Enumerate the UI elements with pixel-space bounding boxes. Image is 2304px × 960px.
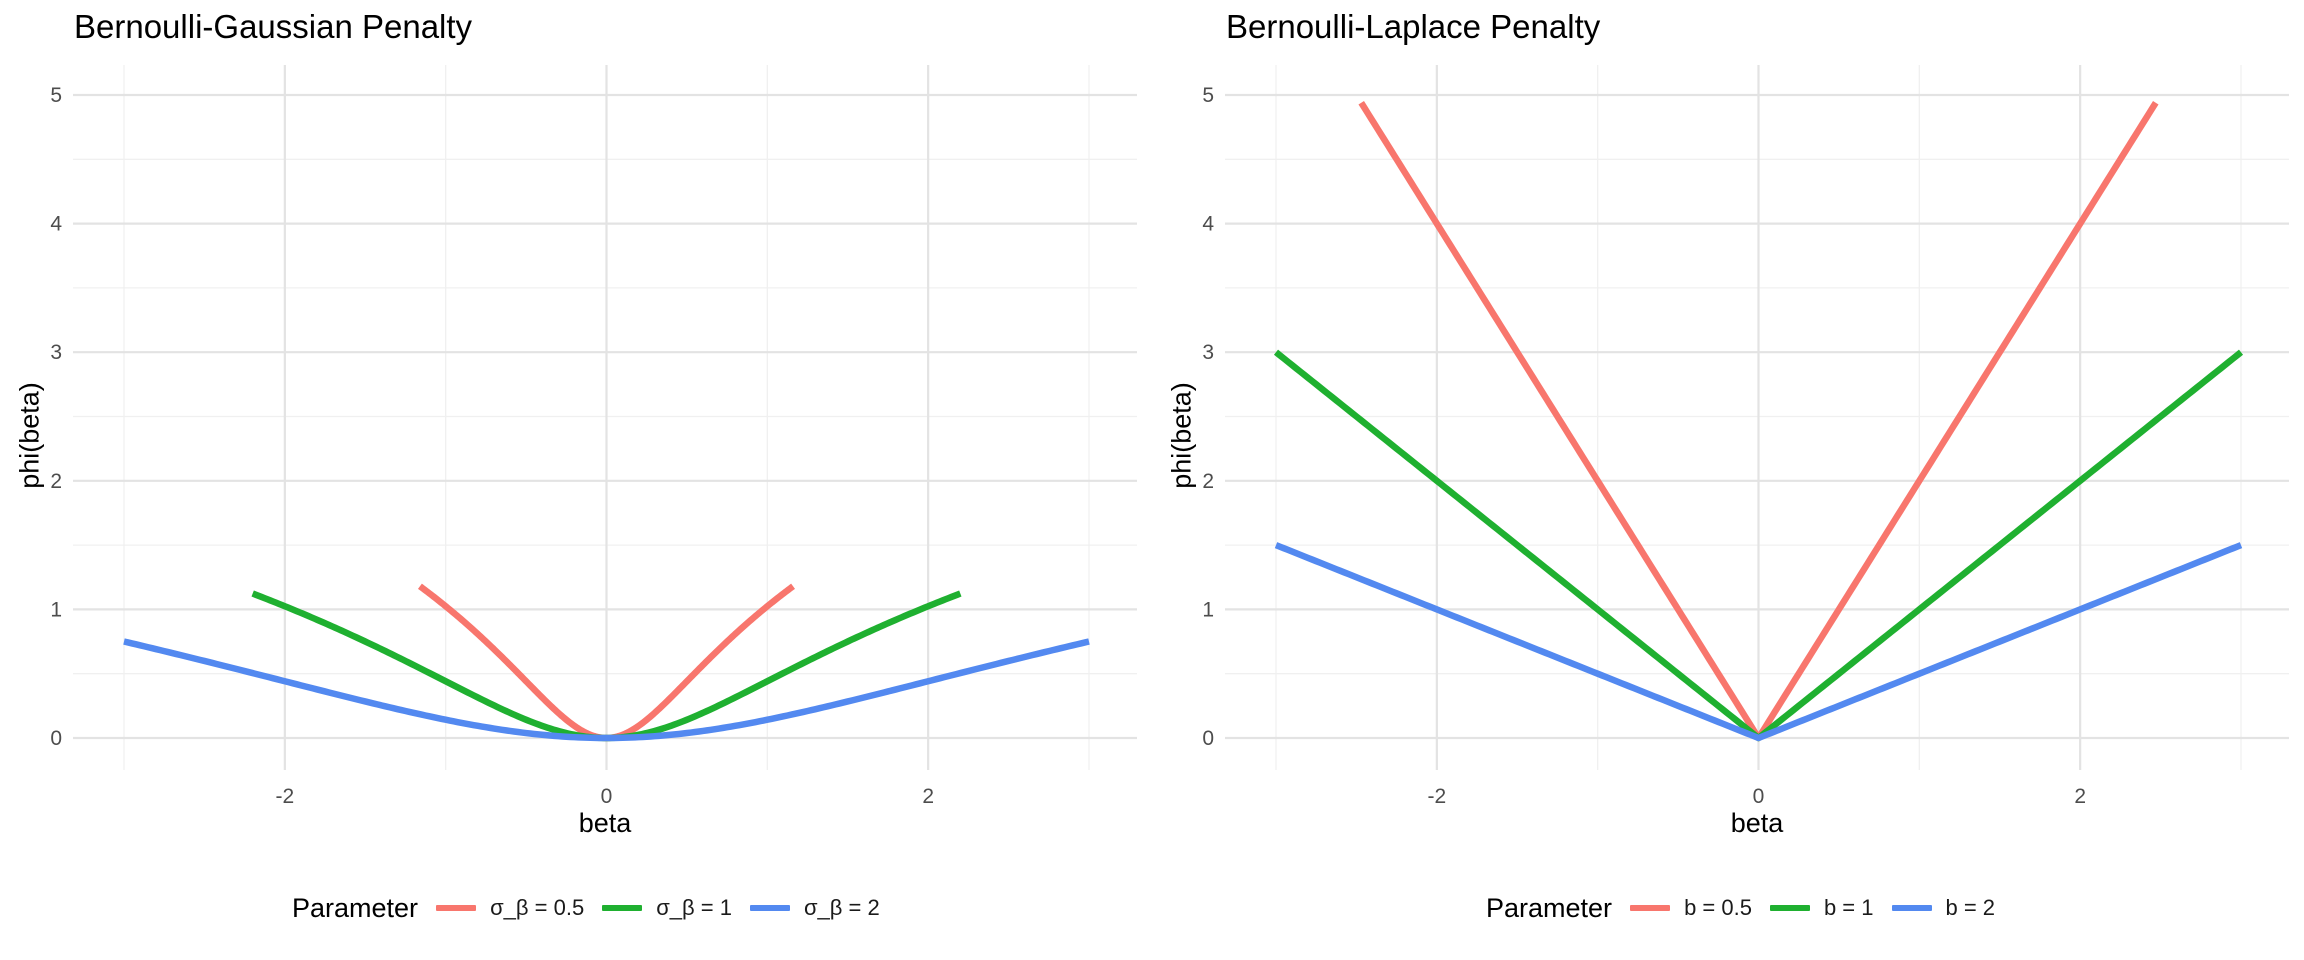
legend-item: b = 1: [1769, 895, 1874, 921]
y-tick-label: 0: [1202, 727, 1214, 750]
legend-key: [749, 905, 790, 911]
gaussian-panel: Bernoulli-Gaussian Penalty -2 0 2 0 1 2 3 4 5 ph…: [14, 8, 1137, 928]
legend-label: b = 2: [1945, 895, 1996, 920]
x-tick-label: 0: [601, 785, 613, 808]
y-tick-label: 1: [1202, 598, 1214, 621]
y-tick-label: 4: [1202, 213, 1214, 236]
y-tick-label: 3: [1202, 341, 1214, 364]
y-axis-label: phi(beta): [1166, 382, 1197, 489]
x-tick-label: 2: [922, 785, 934, 808]
y-tick-label: 1: [50, 598, 62, 621]
legend-label: b = 0.5: [1684, 895, 1752, 920]
x-axis-label: beta: [578, 808, 632, 838]
legend-key: [602, 905, 643, 911]
series-line: [1274, 542, 2243, 742]
legend-label: σ_β = 2: [803, 895, 880, 920]
laplace-panel: Bernoulli-Laplace Penalty -2 0 2 0 1 2 3 4 5 phi…: [1152, 0, 2304, 960]
x-tick-label: 2: [2074, 785, 2086, 808]
legend-label: σ_β = 0.5: [490, 895, 585, 920]
legend-item: b = 2: [1891, 895, 1996, 921]
legend-key: [436, 905, 477, 911]
plot-area: -2 0 2 0 1 2 3 4 5: [50, 65, 1137, 808]
y-tick-label: 4: [50, 213, 62, 236]
legend-item: σ_β = 2: [749, 895, 880, 921]
legend-key: [1769, 905, 1810, 911]
legend-title: Parameter: [1486, 892, 1613, 923]
legend-title: Parameter: [292, 892, 419, 923]
legend-item: b = 0.5: [1630, 895, 1752, 921]
plot-area: -2 0 2 0 1 2 3 4 5: [1202, 65, 2289, 808]
series-line: [123, 638, 1090, 742]
legend-label: σ_β = 1: [656, 895, 732, 920]
y-tick-label: 5: [1202, 84, 1214, 107]
y-tick-label: 2: [1202, 470, 1214, 493]
x-tick-label: -2: [275, 785, 294, 808]
y-tick-label: 0: [50, 727, 62, 750]
y-axis-label: phi(beta): [14, 382, 45, 489]
legend-key: [1630, 905, 1671, 911]
legend-key: [1891, 905, 1932, 911]
legend-label: b = 1: [1823, 895, 1874, 920]
x-axis-label: beta: [1730, 808, 1784, 838]
x-tick-label: -2: [1427, 785, 1446, 808]
legend-item: σ_β = 0.5: [436, 895, 584, 921]
y-tick-label: 5: [50, 84, 62, 107]
legend-item: σ_β = 1: [602, 895, 732, 921]
legend: Parameter σ_β = 0.5 σ_β = 1 σ_β = 2: [292, 888, 898, 928]
legend: Parameter b = 0.5 b = 1 b = 2: [1486, 888, 2013, 928]
chart-title: Bernoulli-Gaussian Penalty: [74, 8, 473, 45]
y-tick-label: 2: [50, 470, 62, 493]
y-tick-label: 3: [50, 341, 62, 364]
chart-title: Bernoulli-Laplace Penalty: [1226, 8, 1601, 45]
x-tick-label: 0: [1753, 785, 1765, 808]
